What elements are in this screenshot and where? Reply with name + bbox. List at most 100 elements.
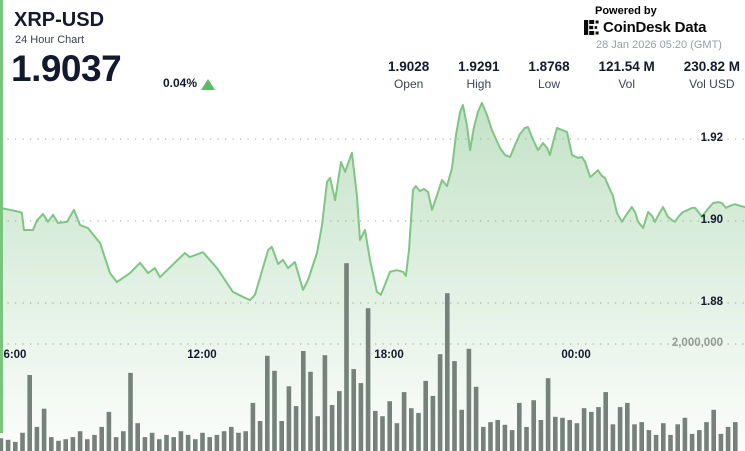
chart-subtitle: 24 Hour Chart: [15, 34, 85, 46]
volume-bar: [286, 386, 292, 451]
price-tick-label: 1.92: [700, 132, 723, 144]
volume-bar: [409, 408, 414, 451]
volume-bar: [639, 422, 644, 451]
volume-bar: [128, 372, 133, 451]
volume-bar: [63, 439, 68, 451]
stat-low-label: Low: [537, 77, 560, 91]
stat-open: 1.9028 Open: [388, 59, 429, 91]
volume-bar: [603, 392, 608, 451]
volume-bar: [423, 380, 428, 451]
volume-bar: [459, 409, 464, 451]
volume-bar: [401, 392, 407, 451]
volume-bar: [142, 437, 148, 451]
volume-bar: [49, 437, 54, 451]
time-tick-label: 12:00: [187, 349, 217, 361]
stat-high-value: 1.9291: [458, 59, 500, 74]
stat-vol-usd-value: 230.82 M: [683, 59, 740, 74]
volume-bar: [517, 402, 522, 451]
price-change-percent: 0.04%: [163, 76, 198, 90]
volume-bar: [581, 408, 587, 451]
volume-bar: [445, 293, 450, 451]
volume-bar: [13, 441, 18, 451]
volume-bar: [625, 402, 630, 451]
volume-bar: [661, 423, 666, 451]
volume-bar: [185, 434, 191, 451]
stat-high-label: High: [466, 77, 492, 91]
stat-vol-label: Vol: [618, 77, 635, 91]
volume-bar: [272, 370, 277, 451]
volume-bar: [545, 378, 551, 451]
powered-by-label: Powered by: [595, 5, 657, 17]
volume-bar: [358, 383, 364, 451]
time-tick-label: 6:00: [3, 349, 27, 361]
volume-bar: [243, 431, 248, 451]
volume-bar: [452, 361, 457, 451]
volume-bar: [560, 417, 565, 451]
volume-bar: [77, 431, 83, 451]
stat-vol-value: 121.54 M: [598, 59, 655, 74]
volume-bar: [466, 348, 472, 451]
volume-bar: [394, 423, 400, 451]
volume-bar: [41, 408, 47, 451]
volume-bar: [157, 439, 162, 451]
volume-bar: [567, 420, 572, 451]
price-area-fill: [0, 102, 745, 451]
volume-bar: [437, 354, 443, 451]
volume-bar: [697, 430, 702, 451]
volume-bar: [193, 439, 198, 451]
volume-bar: [308, 371, 313, 451]
volume-bar: [689, 433, 695, 451]
stat-high: 1.9291 High: [458, 59, 499, 91]
volume-tick-label: 2,000,000: [671, 337, 723, 349]
brand-suffix: Data: [674, 19, 707, 36]
volume-bar: [164, 434, 169, 451]
volume-bar: [387, 401, 392, 451]
volume-bar: [337, 391, 342, 451]
volume-bar: [221, 431, 227, 451]
volume-bar: [207, 437, 212, 451]
volume-bar: [106, 411, 112, 451]
volume-bar: [675, 424, 680, 451]
volume-bar: [682, 417, 688, 451]
volume-bar: [653, 434, 659, 451]
volume-bar: [538, 420, 544, 451]
volume-bar: [135, 423, 140, 451]
volume-bar: [531, 400, 536, 451]
volume-bar: [574, 423, 580, 451]
volume-bar: [711, 409, 716, 451]
coindesk-logo-icon: [584, 19, 600, 36]
coindesk-data-logo[interactable]: CoinDesk Data: [584, 19, 738, 36]
volume-bar: [632, 424, 637, 451]
volume-bar: [322, 355, 328, 451]
stat-open-value: 1.9028: [388, 59, 430, 74]
time-tick-label: 18:00: [374, 349, 404, 361]
volume-bar: [20, 432, 25, 451]
volume-bar: [373, 410, 378, 451]
volume-bar: [85, 439, 90, 451]
volume-bar: [589, 411, 594, 451]
volume-bar: [344, 263, 349, 451]
volume-bar: [178, 431, 184, 451]
chart-timestamp: 28 Jan 2026 05:20 (GMT): [596, 39, 722, 51]
volume-bar: [509, 430, 515, 451]
left-accent-stripe: [0, 0, 3, 433]
volume-bar: [365, 308, 371, 451]
volume-bar: [416, 413, 421, 451]
volume-bar: [380, 416, 385, 451]
volume-bar: [668, 434, 673, 451]
up-arrow-icon: [201, 79, 215, 90]
stat-vol: 121.54 M Vol: [599, 59, 655, 91]
symbol-title: XRP-USD: [14, 9, 105, 31]
volume-bar: [257, 421, 263, 451]
stat-low-value: 1.8768: [528, 59, 570, 74]
volume-bar: [315, 416, 320, 451]
volume-bar: [149, 432, 155, 451]
volume-bar: [200, 432, 205, 451]
volume-bar: [301, 351, 306, 451]
volume-bar: [524, 426, 529, 451]
volume-bar: [293, 406, 299, 451]
volume-bar: [279, 421, 284, 451]
time-tick-label: 00:00: [561, 349, 591, 361]
